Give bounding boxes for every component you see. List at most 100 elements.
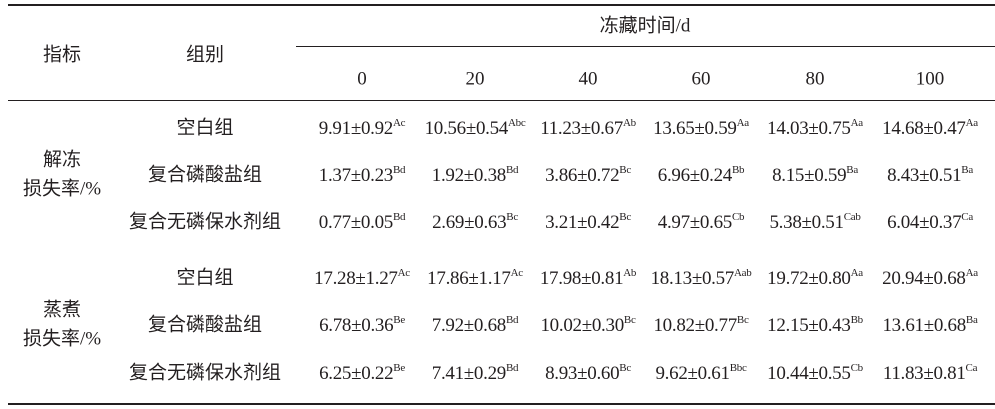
table-cell: 3.86±0.72Bc [545,164,631,186]
table-cell: 6.78±0.36Be [319,314,405,336]
table-cell: 13.65±0.59Aa [653,118,749,139]
cell-value: 7.41±0.29 [431,363,507,384]
cell-superscript: Aa [965,267,979,279]
table-cell: 10.82±0.77Bc [653,314,749,336]
cell-value: 8.43±0.51 [887,165,962,186]
table-cell: 10.02±0.30Bc [540,314,636,336]
cell-superscript: Be [393,314,405,326]
cell-superscript: Cb [850,362,864,374]
cell-superscript: Ca [961,211,973,223]
cell-value: 17.86±1.17 [427,268,511,289]
table-cell: 13.61±0.68Ba [882,314,978,336]
cell-value: 6.04±0.37 [887,212,962,233]
indicator-label: 损失率/% [22,328,102,350]
table-cell: 10.44±0.55Cb [767,362,864,384]
cell-superscript: Bd [505,362,519,374]
table-cell: 0.77±0.05Bd [318,211,406,233]
cell-value: 8.15±0.59 [772,165,847,186]
cell-superscript: Ab [622,117,636,129]
cell-value: 2.69±0.63 [432,212,507,233]
cell-superscript: Bbc [729,362,747,374]
cell-superscript: Bc [619,211,631,223]
group-label: 复合无磷保水剂组 [128,211,282,233]
cell-value: 9.62±0.61 [655,363,730,384]
cell-superscript: Bc [619,164,631,176]
table-cell: 2.69±0.63Bc [432,211,518,233]
cell-value: 10.82±0.77 [653,315,737,336]
cell-value: 6.96±0.24 [657,165,733,186]
cell-superscript: Aa [850,267,864,279]
table-cell: 4.97±0.65Cb [658,212,745,233]
cell-value: 10.56±0.54 [424,118,509,139]
table-cell: 1.37±0.23Bd [318,164,406,186]
table-cell: 6.25±0.22Be [319,363,405,384]
indicator-label: 蒸煮 [42,299,82,321]
cell-value: 9.91±0.92 [318,118,394,139]
cell-superscript: Abc [508,117,526,129]
table-cell: 5.38±0.51Cab [769,211,861,233]
cell-value: 10.02±0.30 [540,315,624,336]
table-cell: 14.03±0.75Aa [767,118,863,139]
table-cell: 17.98±0.81Ab [540,268,637,289]
table-cell: 18.13±0.57Aab [650,268,752,289]
cell-value: 1.37±0.23 [318,165,394,186]
time-header: 冻藏时间/d [599,15,691,37]
table-cell: 17.28±1.27Ac [314,268,410,289]
cell-superscript: Ca [965,362,978,374]
cell-superscript: Ba [961,164,973,176]
cell-value: 7.92±0.68 [431,315,507,336]
cell-value: 10.44±0.55 [767,363,851,384]
table-cell: 17.86±1.17Ac [427,268,523,289]
cell-superscript: Bc [506,211,518,223]
cell-superscript: Ac [393,117,406,129]
group-label: 复合磷酸盐组 [147,164,263,186]
day-header: 40 [578,68,598,90]
cell-value: 13.65±0.59 [653,118,737,139]
cell-value: 18.13±0.57 [650,268,735,289]
table-cell: 8.43±0.51Ba [887,164,973,186]
group-header: 组别 [185,44,225,66]
table-cell: 11.23±0.67Ab [540,117,636,139]
day-header: 80 [805,68,825,90]
cell-value: 11.23±0.67 [540,118,623,139]
cell-value: 11.83±0.81 [882,363,966,384]
table-cell: 19.72±0.80Aa [767,267,864,289]
group-label: 复合无磷保水剂组 [128,362,282,384]
header-bottom-rule [8,100,995,101]
cell-value: 5.38±0.51 [769,212,844,233]
cell-superscript: Bc [736,314,749,326]
table-cell: 10.56±0.54Abc [424,117,526,139]
table-cell: 9.91±0.92Ac [318,117,406,139]
cell-superscript: Bb [731,164,745,176]
table-cell: 7.41±0.29Bd [431,362,519,384]
cell-value: 1.92±0.38 [431,165,507,186]
table-cell: 9.62±0.61Bbc [655,362,747,384]
cell-superscript: Bd [505,164,519,176]
cell-value: 13.61±0.68 [882,315,966,336]
cell-value: 3.86±0.72 [545,165,620,186]
day-header: 100 [915,68,945,90]
group-label: 空白组 [176,117,234,139]
cell-value: 0.77±0.05 [318,212,394,233]
day-header: 60 [691,68,711,90]
group-label: 空白组 [176,267,234,289]
table-cell: 3.21±0.42Bc [545,211,631,233]
cell-superscript: Ba [846,164,858,176]
cell-superscript: Bd [392,164,406,176]
cell-value: 6.25±0.22 [319,363,394,384]
header-rule [296,46,995,47]
bottom-rule [8,403,995,405]
cell-superscript: Ba [965,314,978,326]
top-rule [8,4,995,6]
table-cell: 6.96±0.24Bb [657,164,745,186]
cell-superscript: Bc [619,362,631,374]
table-cell: 7.92±0.68Bd [431,315,519,336]
cell-value: 20.94±0.68 [882,268,966,289]
cell-value: 6.78±0.36 [319,315,394,336]
cell-superscript: Bc [623,314,636,326]
table-cell: 8.93±0.60Bc [545,362,631,384]
cell-superscript: Cab [843,211,861,223]
cell-superscript: Bd [392,211,406,223]
cell-value: 12.15±0.43 [767,315,851,336]
